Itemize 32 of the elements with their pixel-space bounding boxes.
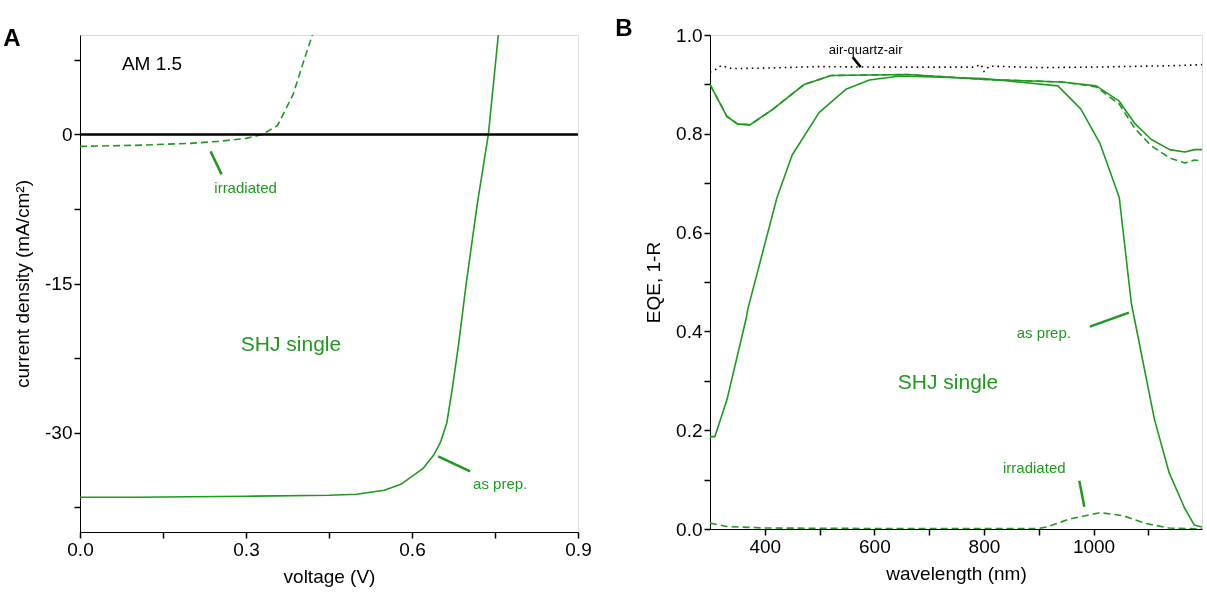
x-tick-label: 0.6: [399, 538, 426, 560]
annotation: as prep.: [473, 475, 528, 493]
y-tick-label: 0.2: [676, 419, 703, 441]
x-axis-title: voltage (V): [283, 565, 376, 587]
y-tick-label: -30: [45, 422, 73, 444]
y-axis-title: current density (mA/cm²): [12, 180, 34, 388]
x-tick-label: 1000: [1072, 535, 1116, 557]
y-tick-label: 0.0: [676, 518, 703, 540]
annotation: as prep.: [1016, 323, 1071, 341]
annotation: irradiated: [214, 179, 277, 197]
y-tick-label: -15: [45, 273, 73, 294]
y-tick-label: 0.8: [676, 123, 703, 145]
annotation: AM 1.5: [121, 53, 183, 74]
annotation: SHJ single: [240, 332, 342, 355]
x-tick-label: 0.0: [67, 538, 94, 560]
x-tick-label: 0.9: [565, 538, 592, 560]
annotation: SHJ single: [897, 370, 999, 393]
y-tick-label: 0.6: [676, 222, 703, 244]
line-series: [80, 35, 314, 148]
x-tick-label: 400: [749, 535, 782, 557]
y-tick-label: 0.4: [676, 320, 703, 342]
y-axis-title: EQE, 1-R: [643, 241, 665, 324]
x-tick-label: 0.3: [233, 538, 260, 560]
annotation: air-quartz-air: [828, 42, 904, 58]
x-tick-label: 800: [968, 535, 1001, 557]
y-tick-label: 1.0: [676, 24, 703, 46]
x-tick-label: 600: [859, 535, 891, 557]
x-axis-title: wavelength (nm): [885, 562, 1027, 584]
text: A: [3, 24, 21, 51]
annotation: irradiated: [1003, 458, 1066, 476]
text: B: [615, 14, 633, 41]
y-tick-label: 0: [61, 123, 73, 145]
